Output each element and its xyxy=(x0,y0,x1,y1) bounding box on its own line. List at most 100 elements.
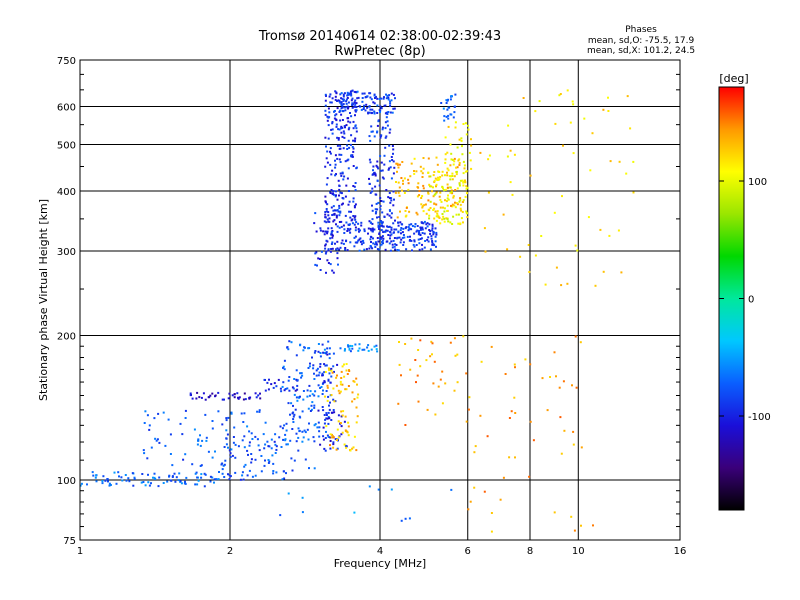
data-point xyxy=(418,248,421,251)
data-point xyxy=(509,181,512,184)
data-point xyxy=(330,231,333,233)
data-point xyxy=(346,249,349,252)
data-point xyxy=(397,249,400,252)
data-point xyxy=(487,158,490,161)
data-point xyxy=(454,126,457,129)
data-point xyxy=(337,420,340,423)
data-point xyxy=(456,381,459,384)
data-point xyxy=(228,474,231,477)
data-point xyxy=(375,348,378,351)
data-point xyxy=(465,210,468,213)
data-point xyxy=(307,367,310,369)
data-point xyxy=(377,201,380,204)
data-point xyxy=(345,369,348,372)
data-point xyxy=(238,396,241,399)
data-point xyxy=(343,420,346,423)
data-point xyxy=(226,433,229,436)
data-point xyxy=(367,232,369,235)
data-point xyxy=(464,122,467,125)
data-point xyxy=(301,410,304,413)
data-point xyxy=(591,132,594,135)
data-point xyxy=(411,225,414,227)
data-point xyxy=(189,392,192,395)
data-point xyxy=(95,480,98,483)
data-point xyxy=(432,243,435,246)
data-point xyxy=(549,376,551,378)
data-point xyxy=(325,351,328,354)
data-point xyxy=(341,171,344,174)
data-point xyxy=(291,412,294,415)
data-point xyxy=(579,341,582,344)
data-point xyxy=(331,236,334,239)
data-point xyxy=(351,102,354,105)
data-point xyxy=(336,136,339,139)
data-point xyxy=(200,396,203,399)
data-point xyxy=(195,471,198,474)
data-point xyxy=(465,185,468,188)
data-point xyxy=(325,94,327,97)
data-point xyxy=(454,206,457,209)
data-point xyxy=(331,97,334,100)
data-point xyxy=(347,101,350,104)
data-point xyxy=(558,94,561,97)
data-point xyxy=(349,143,352,146)
data-point xyxy=(354,182,357,184)
data-point xyxy=(421,205,424,208)
data-point xyxy=(389,102,392,105)
data-point xyxy=(330,367,333,370)
data-point xyxy=(402,234,405,236)
data-point xyxy=(302,398,305,401)
data-point xyxy=(335,214,338,217)
data-point xyxy=(326,384,329,387)
data-point xyxy=(211,420,214,422)
data-point xyxy=(583,117,586,120)
data-point xyxy=(326,259,329,262)
data-point xyxy=(379,244,382,247)
data-point xyxy=(313,372,315,375)
data-point xyxy=(340,203,343,206)
data-point xyxy=(357,239,360,242)
data-point xyxy=(344,248,347,251)
data-point xyxy=(287,402,290,405)
data-point xyxy=(468,151,471,154)
data-point xyxy=(328,372,331,375)
data-point xyxy=(461,153,464,156)
data-point xyxy=(288,340,291,343)
data-point xyxy=(213,481,215,484)
data-point xyxy=(325,157,328,160)
data-point xyxy=(460,137,463,140)
data-point xyxy=(257,444,260,447)
data-point xyxy=(449,178,452,181)
data-point xyxy=(204,473,207,476)
data-point xyxy=(338,214,341,217)
data-point xyxy=(329,401,331,404)
data-point xyxy=(443,207,446,210)
data-point xyxy=(390,216,393,219)
data-point xyxy=(398,341,400,343)
data-point xyxy=(372,173,374,176)
data-point xyxy=(511,193,514,196)
data-point xyxy=(394,248,397,251)
data-point xyxy=(233,426,236,429)
data-point xyxy=(378,231,381,234)
data-point xyxy=(490,345,493,348)
data-point xyxy=(528,271,531,273)
data-point xyxy=(453,111,456,114)
data-point xyxy=(609,160,612,163)
data-point xyxy=(224,459,227,462)
data-point xyxy=(387,226,390,228)
data-point xyxy=(376,112,379,114)
data-point xyxy=(393,107,396,110)
data-point xyxy=(467,128,470,131)
data-point xyxy=(421,232,424,234)
data-point xyxy=(339,147,342,150)
data-point xyxy=(433,217,436,220)
data-point xyxy=(386,120,389,123)
data-point xyxy=(333,209,336,212)
data-point xyxy=(332,365,335,368)
data-point xyxy=(441,170,444,173)
data-point xyxy=(447,198,450,201)
data-point xyxy=(421,243,423,246)
data-point xyxy=(455,166,458,169)
